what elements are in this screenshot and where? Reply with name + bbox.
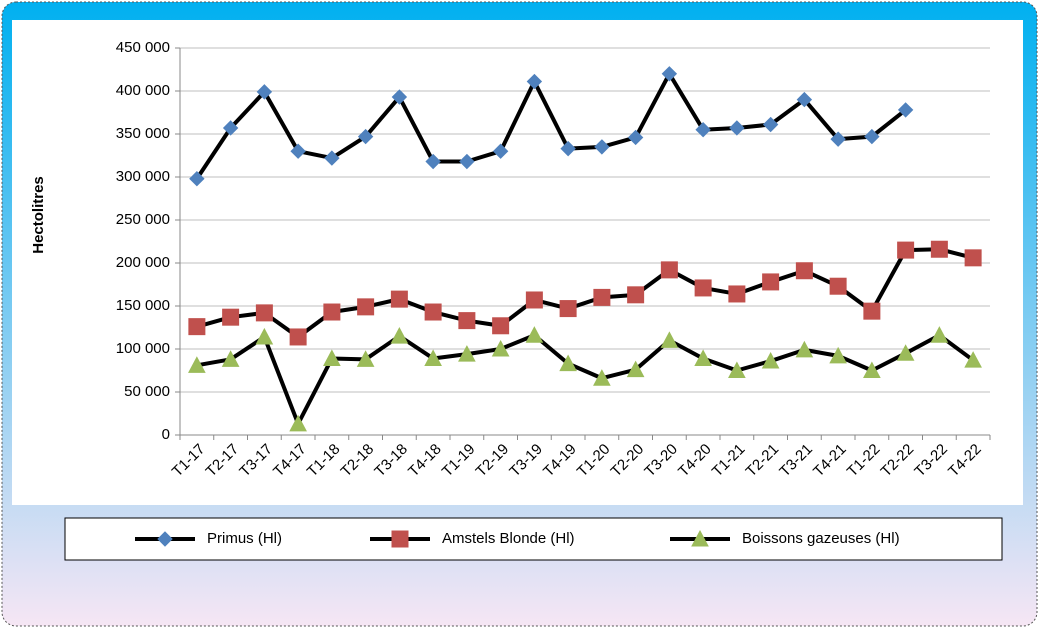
ylabel-box [22,150,56,280]
marker [830,131,846,147]
marker [256,84,273,100]
marker [691,529,709,547]
marker [492,317,510,335]
legend-label: Boissons gazeuses (Hl) [742,530,900,547]
marker [694,349,712,366]
marker [255,304,273,322]
marker [930,240,948,258]
marker [222,120,239,136]
marker [391,530,409,548]
marker [694,279,712,297]
legend-label: Amstels Blonde (Hl) [442,530,575,547]
y-tick-label: 200 000 [116,254,170,271]
y-tick-label: 0 [162,426,170,443]
marker [391,89,408,105]
marker [390,327,409,344]
marker [525,326,544,343]
marker [593,369,611,386]
marker [728,361,746,378]
marker [896,344,915,361]
marker [424,303,442,321]
marker [762,116,779,133]
y-tick-label: 150 000 [116,297,170,314]
y-tick-label: 350 000 [116,125,170,142]
y-tick-label: 100 000 [116,340,170,357]
marker [695,121,711,138]
y-axis-label: Hectolitres [30,176,47,254]
marker [390,290,408,308]
marker [729,120,745,136]
marker [964,351,982,368]
marker [795,340,814,358]
series-line [195,71,907,180]
marker [897,102,914,118]
marker [221,350,240,367]
marker [559,300,577,318]
marker [930,326,949,343]
legend-box [64,517,1003,561]
marker [492,143,509,159]
marker [425,153,441,170]
marker [864,128,880,145]
marker [964,249,982,267]
y-tick-label: 50 000 [124,383,170,400]
marker [424,349,442,366]
marker [863,361,881,378]
marker [796,91,813,108]
marker [863,302,881,320]
marker [491,339,510,357]
marker [188,318,206,336]
marker [627,286,645,304]
marker [627,129,644,146]
y-tick-label: 300 000 [116,168,170,185]
marker [324,150,340,166]
legend-label: Primus (Hl) [207,530,282,547]
y-tick-label: 450 000 [116,39,170,56]
marker [290,143,306,159]
marker [829,346,847,364]
marker [255,327,274,345]
marker [560,140,576,157]
marker [526,73,543,90]
marker [593,288,611,306]
marker [728,285,746,303]
marker [594,139,610,155]
marker [157,531,173,547]
marker [189,171,205,187]
marker [660,261,678,279]
marker [897,241,915,259]
marker [356,350,375,367]
marker [323,303,341,321]
marker [761,351,780,369]
marker [323,349,341,366]
marker [222,308,240,326]
marker [458,312,476,330]
marker [458,345,476,362]
marker [762,273,780,291]
marker [289,328,307,346]
y-tick-label: 400 000 [116,82,170,99]
marker [357,298,375,316]
marker [661,66,678,82]
marker [188,356,206,373]
marker [525,291,543,309]
marker [795,262,813,280]
marker [829,277,847,295]
marker [289,414,307,432]
marker [459,153,475,170]
marker [660,331,679,348]
marker [559,354,577,372]
marker [357,128,374,145]
marker [626,360,645,378]
y-tick-label: 250 000 [116,211,170,228]
